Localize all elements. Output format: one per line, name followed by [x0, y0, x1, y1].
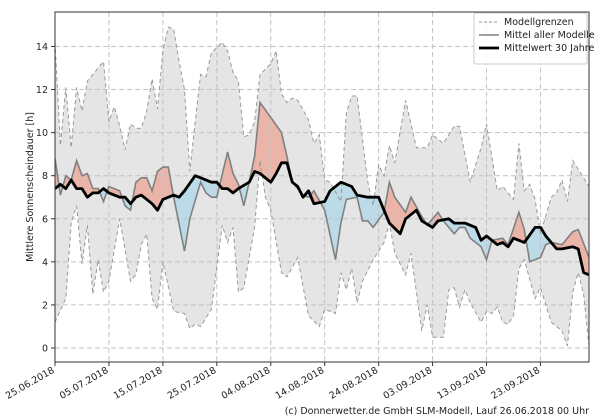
y-tick-label: 6 [42, 214, 48, 225]
x-tick-label: 23.09.2018 [489, 365, 542, 402]
grid [55, 12, 589, 362]
legend-item-mean: Mittel aller Modelle [479, 30, 595, 41]
x-tick-label: 03.09.2018 [381, 365, 434, 402]
lower-bound-line [55, 160, 589, 346]
x-tick-label: 24.08.2018 [328, 365, 381, 402]
x-tick-label: 25.06.2018 [4, 365, 57, 402]
x-tick-label: 14.08.2018 [274, 365, 327, 402]
legend: Modellgrenzen Mittel aller Modelle Mitte… [473, 12, 595, 65]
x-tick-label: 15.07.2018 [112, 365, 165, 402]
x-tick-label: 25.07.2018 [166, 365, 219, 402]
x-tick-label: 04.08.2018 [220, 365, 273, 402]
legend-label: Modellgrenzen [504, 17, 574, 28]
y-axis: 0 2 4 6 8 10 12 14 [36, 42, 55, 355]
upper-bound-line [55, 26, 589, 234]
y-tick-label: 2 [42, 300, 48, 311]
y-tick-label: 14 [36, 42, 48, 53]
legend-label: Mittel aller Modelle [504, 30, 595, 41]
x-axis: 25.06.2018 05.07.2018 15.07.2018 25.07.2018… [4, 362, 542, 402]
y-tick-label: 8 [42, 171, 48, 182]
climate-mean-line [55, 161, 589, 277]
y-tick-label: 12 [36, 85, 48, 96]
y-tick-label: 4 [42, 257, 48, 268]
copyright-footer: (c) Donnerwetter.de GmbH SLM-Modell, Lau… [285, 406, 589, 417]
model-range-band [55, 27, 589, 346]
plot-area [55, 12, 589, 362]
y-axis-label: Mittlere Sonnenscheindauer [h] [25, 112, 36, 262]
y-tick-label: 0 [42, 344, 48, 355]
legend-label: Mittelwert 30 Jahre [504, 43, 594, 54]
plot-frame [54, 11, 590, 363]
x-tick-label: 05.07.2018 [58, 365, 111, 402]
legend-item-clim: Mittelwert 30 Jahre [479, 43, 594, 54]
x-tick-label: 13.09.2018 [435, 365, 488, 402]
y-tick-label: 10 [36, 128, 48, 139]
legend-item-bounds: Modellgrenzen [479, 17, 574, 28]
